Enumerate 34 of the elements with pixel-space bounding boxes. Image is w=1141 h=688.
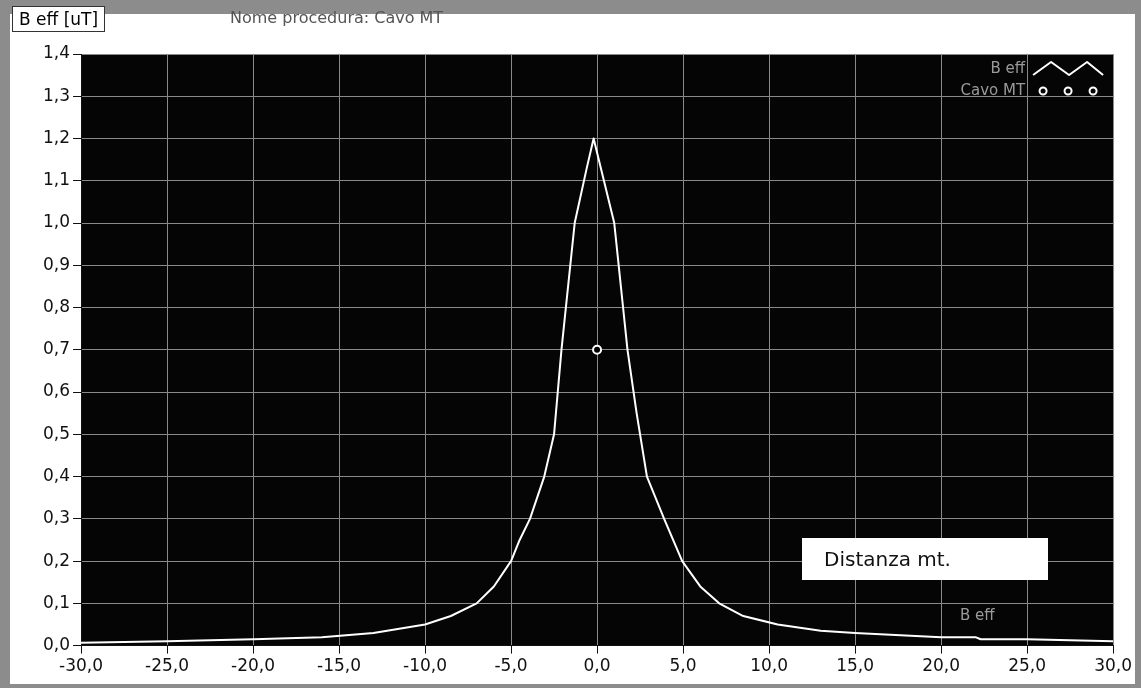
y-tick-label: 1,2: [42, 126, 71, 147]
legend-label: B eff: [990, 58, 1026, 77]
y-tick-label: 0,0: [42, 634, 71, 655]
x-tick-label: 30,0: [1094, 655, 1132, 676]
y-tick-label: 0,4: [42, 464, 71, 485]
chart-subtitle: Nome procedura: Cavo MT: [230, 8, 444, 27]
y-tick-label: 1,4: [42, 42, 71, 63]
y-tick-label: 0,9: [42, 253, 71, 274]
x-tick-label: 15,0: [836, 655, 874, 676]
x-tick-label: 5,0: [669, 655, 697, 676]
y-tick-label: 1,0: [42, 211, 71, 232]
y-tick-label: 1,1: [42, 169, 71, 190]
x-tick-label: -20,0: [231, 655, 276, 676]
x-axis-title: Distanza mt.: [824, 547, 951, 571]
x-tick-label: -30,0: [59, 655, 104, 676]
y-tick-label: 0,3: [42, 507, 71, 528]
x-tick-label: 25,0: [1008, 655, 1046, 676]
annotation: B eff: [960, 606, 995, 624]
y-tick-label: 0,5: [42, 422, 71, 443]
y-tick-label: 1,3: [42, 84, 71, 105]
y-tick-label: 0,2: [42, 549, 71, 570]
x-tick-label: 10,0: [750, 655, 788, 676]
y-tick-label: 0,7: [42, 338, 71, 359]
x-tick-label: -10,0: [403, 655, 448, 676]
y-tick-label: 0,6: [42, 380, 71, 401]
x-tick-label: -15,0: [317, 655, 362, 676]
x-tick-label: 20,0: [922, 655, 960, 676]
x-tick-label: 0,0: [583, 655, 611, 676]
y-tick-label: 0,8: [42, 295, 71, 316]
x-tick-label: -5,0: [494, 655, 528, 676]
legend-label: Cavo MT: [960, 80, 1026, 99]
x-tick-label: -25,0: [145, 655, 190, 676]
y-tick-label: 0,1: [42, 591, 71, 612]
y-axis-title: B eff [uT]: [12, 6, 106, 32]
